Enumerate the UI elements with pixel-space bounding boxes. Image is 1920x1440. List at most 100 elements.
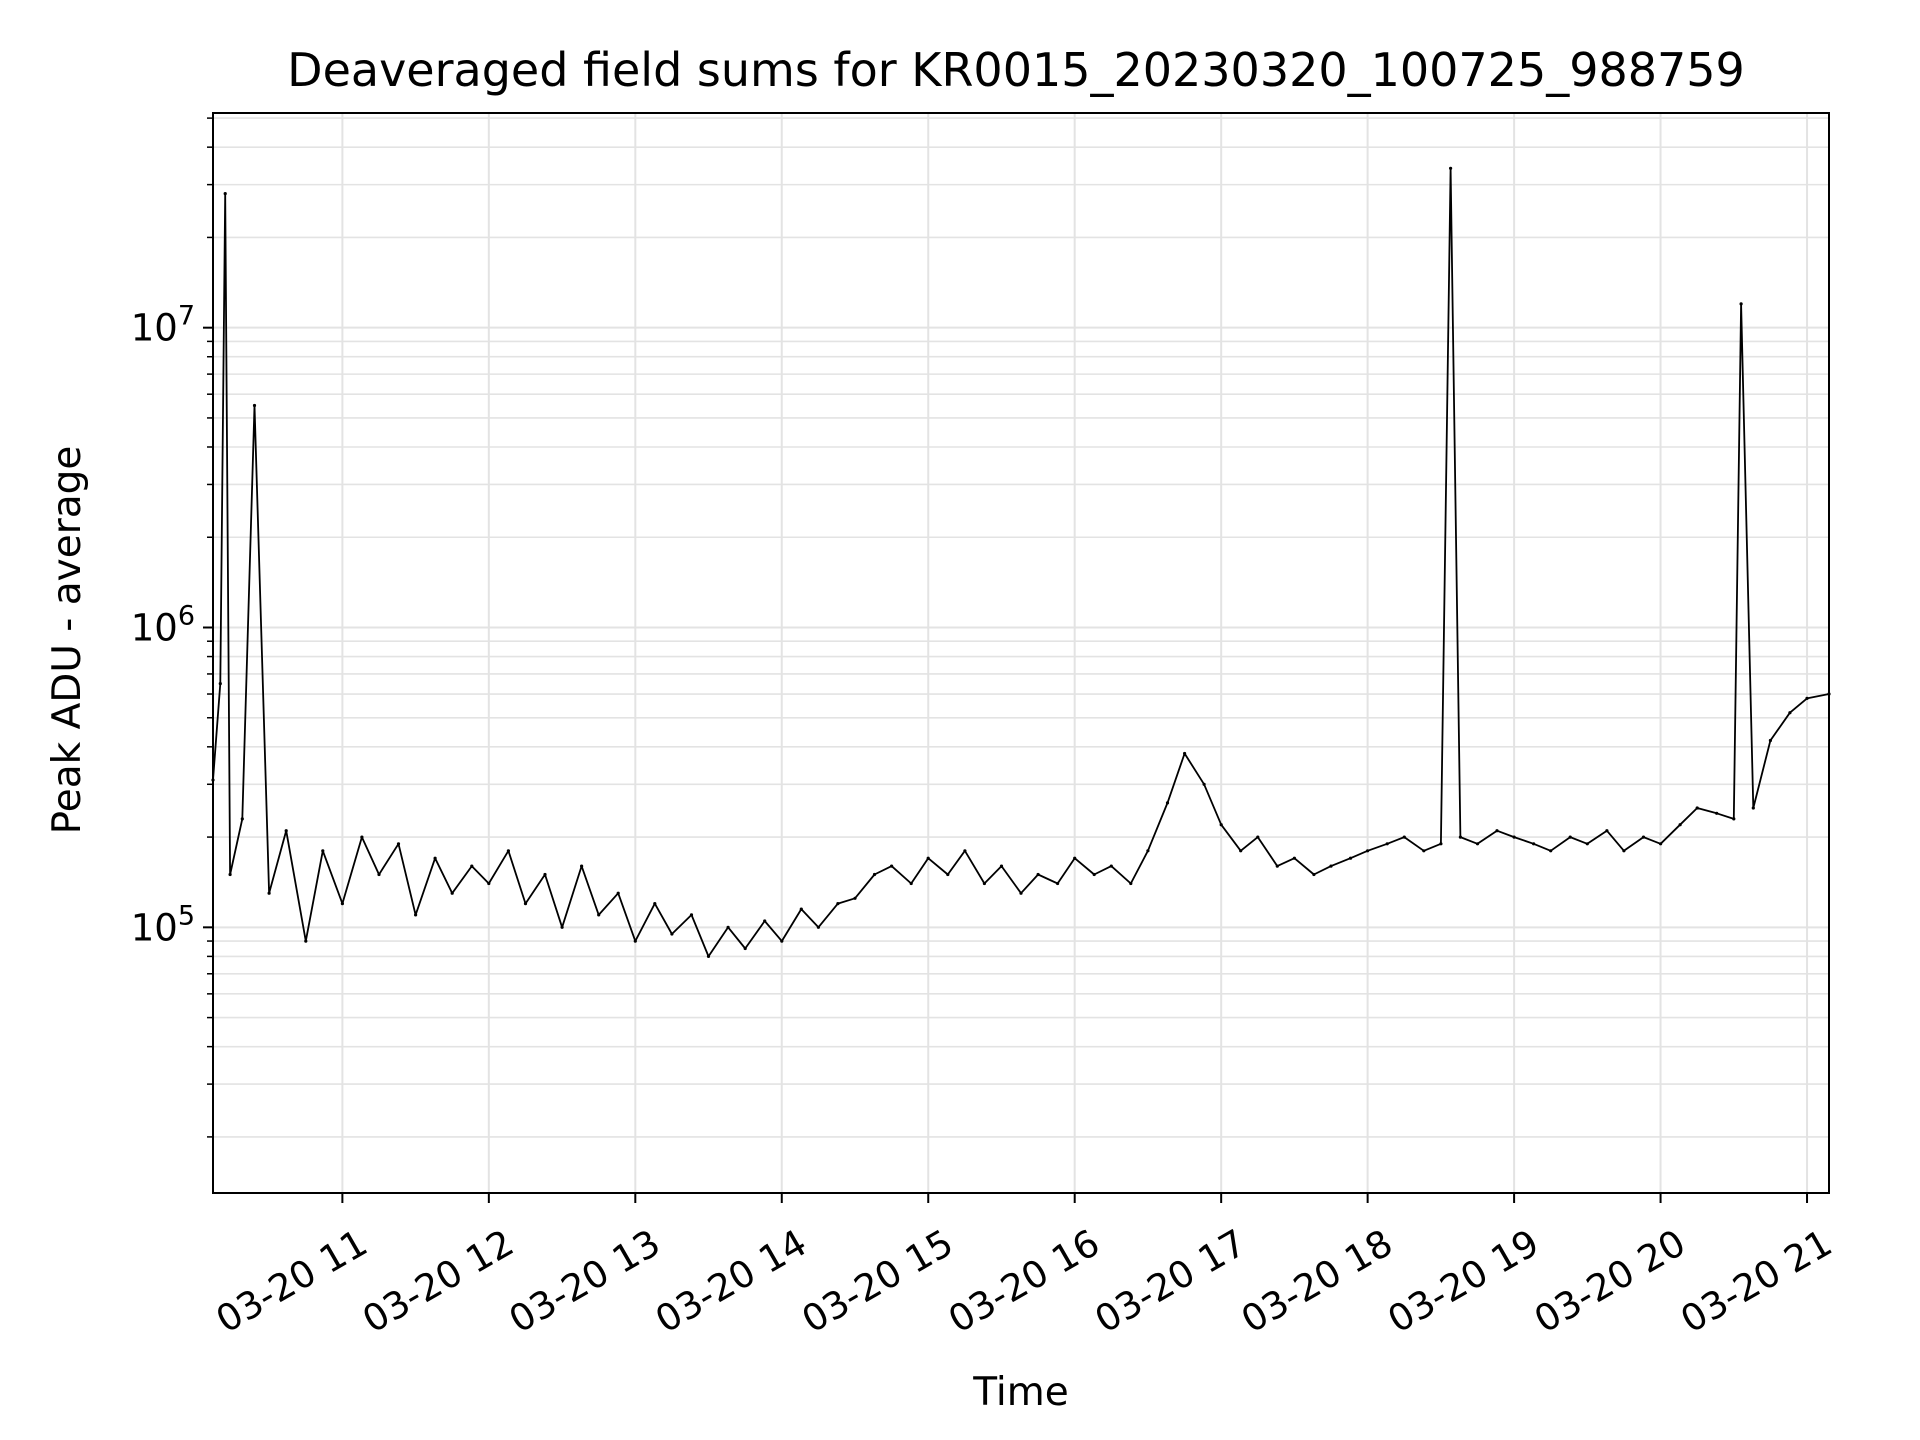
data-point [1475, 842, 1480, 846]
data-point [1422, 849, 1426, 853]
data-point [999, 864, 1004, 868]
data-point [836, 902, 840, 906]
data-point [433, 856, 437, 860]
data-point [1202, 782, 1206, 786]
data-point [1256, 835, 1260, 839]
data-point [1165, 801, 1170, 805]
data-point [240, 817, 244, 821]
data-point [321, 849, 325, 853]
data-point [1695, 806, 1699, 810]
data-point [1019, 891, 1023, 895]
data-point [1605, 829, 1609, 833]
data-point [597, 913, 601, 917]
data-point [470, 864, 474, 868]
plot-frame [212, 112, 1830, 1194]
data-point [909, 881, 913, 886]
data-point [633, 939, 637, 943]
data-point [1549, 849, 1553, 853]
data-point [743, 946, 747, 951]
data-point [252, 403, 257, 408]
data-point [890, 864, 894, 868]
data-point [523, 902, 528, 906]
data-point [1751, 806, 1755, 810]
data-point [1329, 864, 1333, 868]
data-point [1659, 842, 1663, 846]
data-point [1641, 835, 1646, 839]
data-point [218, 682, 222, 686]
series-line [212, 167, 1830, 958]
grid [213, 113, 1829, 1193]
data-point [1275, 864, 1279, 868]
data-point [1092, 872, 1096, 877]
data-point [1495, 829, 1499, 833]
data-point [1449, 166, 1453, 170]
data-point [1739, 302, 1743, 306]
data-point [487, 881, 491, 886]
data-point [267, 891, 271, 895]
data-point [543, 872, 547, 877]
data-point [816, 925, 821, 929]
series-layer [211, 166, 1831, 959]
data-point [1439, 842, 1443, 846]
data-point [1036, 872, 1040, 877]
data-point [963, 849, 967, 853]
data-point [1348, 856, 1353, 860]
data-point [396, 842, 401, 846]
x-axis-label: Time [972, 1370, 1068, 1415]
data-point [1239, 849, 1243, 853]
data-point [1056, 881, 1060, 886]
data-point [1402, 835, 1406, 839]
data-point [360, 835, 364, 839]
data-point [653, 902, 657, 906]
data-point [616, 891, 620, 895]
y-tick-label: 107 [131, 301, 195, 350]
data-point [1073, 856, 1077, 860]
data-point [1109, 864, 1113, 868]
data-point [228, 872, 232, 877]
data-point [1715, 811, 1719, 815]
y-tick-label: 106 [131, 601, 195, 650]
data-point [726, 925, 730, 929]
data-point [1768, 738, 1772, 743]
data-point [1732, 817, 1736, 821]
data-point [560, 925, 564, 929]
data-point [670, 932, 674, 936]
data-point [1585, 842, 1589, 846]
data-point [506, 849, 510, 853]
data-point [1146, 849, 1150, 853]
data-point [377, 872, 381, 877]
data-point [284, 829, 288, 833]
data-point [1312, 872, 1316, 877]
data-point [223, 192, 227, 196]
data-point [982, 881, 987, 886]
data-point [1512, 835, 1516, 839]
plot-area [213, 113, 1829, 1193]
data-point [853, 896, 857, 900]
data-point [1366, 849, 1370, 853]
data-point [450, 891, 454, 895]
data-point [1458, 835, 1462, 839]
data-point [1568, 835, 1572, 839]
data-point [1292, 856, 1296, 860]
data-point [1129, 881, 1133, 886]
data-point [1183, 751, 1187, 756]
y-tick-label: 105 [131, 900, 195, 949]
data-point [1219, 823, 1223, 827]
data-point [414, 913, 418, 917]
data-point [1788, 711, 1792, 715]
y-axis-label: Peak ADU - average [45, 446, 90, 835]
data-point [304, 939, 308, 943]
data-point [872, 872, 877, 877]
data-point [926, 856, 930, 860]
data-point [340, 902, 344, 906]
data-point [780, 939, 784, 943]
data-point [580, 864, 584, 868]
data-point [1532, 842, 1536, 846]
data-point [946, 872, 950, 877]
data-point [799, 907, 803, 911]
data-point [689, 913, 694, 917]
data-point [763, 919, 767, 923]
data-point [1678, 823, 1682, 827]
chart-title: Deaveraged field sums for KR0015_2023032… [287, 43, 1745, 97]
